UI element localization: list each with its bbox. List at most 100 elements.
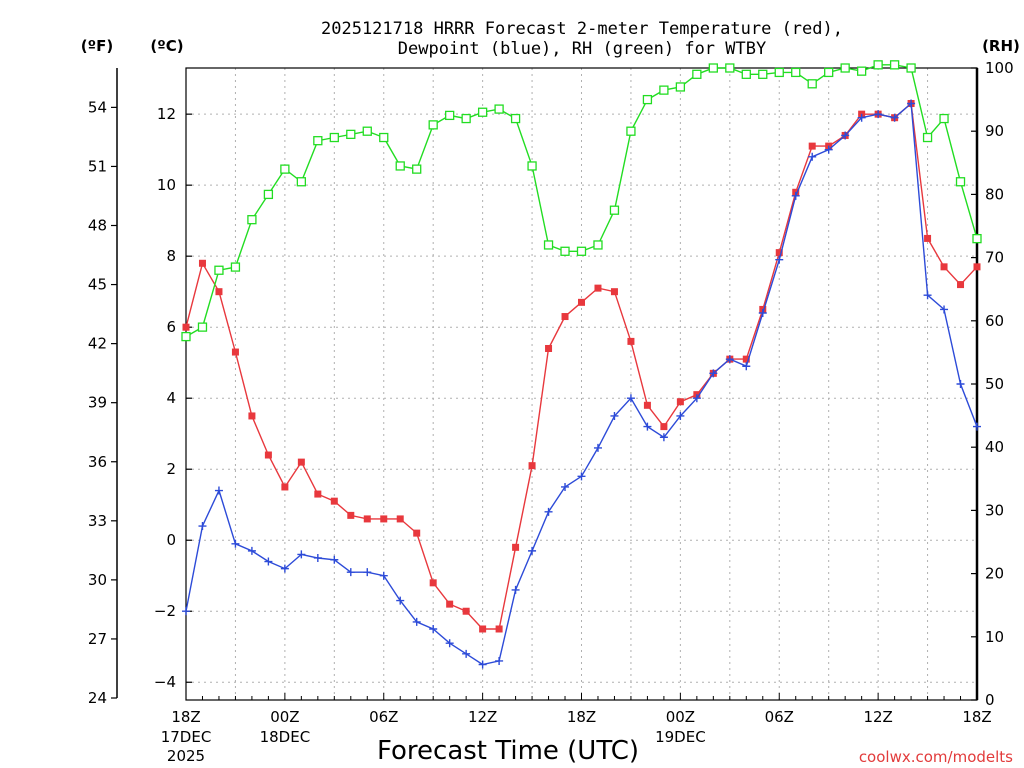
fahrenheit-tick-label: 24 (88, 689, 107, 707)
rh-tick-label: 30 (985, 501, 1004, 519)
fahrenheit-tick-label: 36 (88, 453, 107, 471)
dewpoint-point (412, 617, 421, 626)
temperature-point (281, 483, 289, 491)
dewpoint-point (841, 131, 850, 140)
x-tick-label: 12Z (863, 708, 892, 726)
temperature-point (495, 625, 503, 633)
rh-point (230, 262, 241, 272)
rh-point (197, 322, 208, 332)
dewpoint-point (824, 145, 833, 154)
temperature-point (973, 263, 981, 271)
dewpoint-point (445, 639, 454, 648)
fahrenheit-tick-label: 27 (88, 630, 107, 648)
temperature-point (363, 515, 371, 523)
dewpoint-point (247, 546, 256, 555)
rh-point (675, 82, 686, 92)
axes: 2427303336394245485154−4−202468101201020… (88, 59, 1014, 765)
celsius-tick-label: 10 (157, 176, 176, 194)
rh-point (774, 67, 784, 78)
rh-point (791, 67, 801, 78)
x-tick-label: 12Z (468, 708, 497, 726)
rh-point (972, 233, 982, 244)
dewpoint-point (330, 555, 339, 564)
dewpoint-point (758, 308, 767, 317)
temperature-point (413, 529, 421, 537)
dewpoint-point (198, 522, 207, 531)
dewpoint-point (659, 433, 668, 442)
rh-point (609, 205, 620, 215)
rh-point (725, 63, 735, 73)
dewpoint-point (264, 557, 273, 566)
rh-point (313, 136, 323, 146)
dewpoint-point (643, 422, 652, 431)
temperature-point (924, 234, 932, 242)
rh-point (379, 132, 389, 143)
celsius-tick-label: −2 (154, 602, 176, 620)
dewpoint-point (495, 656, 504, 665)
dewpoint-point (808, 152, 817, 161)
rh-point (889, 60, 900, 70)
temperature-point (248, 412, 256, 420)
x-axis-label: Forecast Time (UTC) (377, 736, 639, 766)
temperature-point (643, 401, 651, 409)
rh-point (856, 66, 867, 76)
dewpoint-point (725, 355, 734, 364)
celsius-tick-label: 6 (166, 318, 176, 336)
rh-point (494, 104, 504, 114)
dewpoint-point (923, 291, 932, 300)
dewpoint-point (692, 394, 701, 403)
rh-point (181, 331, 191, 342)
x-tick-date-label: 18DEC (260, 728, 311, 746)
rh-point (873, 60, 883, 70)
celsius-tick-label: −4 (154, 673, 176, 691)
rh-point (708, 63, 718, 73)
x-tick-label: 18Z (567, 708, 596, 726)
rh-point (840, 63, 850, 73)
dewpoint-point (593, 443, 602, 452)
dewpoint-point (742, 362, 751, 371)
temperature-point (610, 288, 618, 296)
rh-point (824, 67, 834, 78)
temperature-point (297, 458, 305, 466)
temperature-point (775, 249, 783, 257)
dewpoint-point (890, 113, 899, 122)
x-tick-label: 06Z (369, 708, 398, 726)
chart-title-line2: Dewpoint (blue), RH (green) for WTBY (398, 39, 766, 59)
temperature-point (446, 600, 454, 608)
fahrenheit-tick-label: 39 (88, 394, 107, 412)
dewpoint-point (973, 422, 981, 431)
rh-point (329, 132, 339, 143)
rh-point (362, 126, 372, 136)
fahrenheit-tick-label: 51 (88, 157, 107, 175)
celsius-tick-label: 8 (166, 247, 176, 265)
rh-tick-label: 50 (985, 375, 1004, 393)
temperature-point (396, 515, 404, 523)
rh-tick-label: 70 (985, 249, 1004, 267)
dewpoint-point (709, 369, 718, 378)
rh-point (939, 113, 949, 124)
rh-point (543, 240, 554, 250)
temperature-point (957, 281, 965, 289)
dewpoint-series-line (185, 102, 978, 666)
temperature-point (314, 490, 322, 498)
dewpoint-point (297, 550, 306, 559)
dewpoint-point (511, 585, 520, 594)
dewpoint-point (940, 305, 949, 314)
temperature-point (429, 579, 437, 587)
dewpoint-point (544, 507, 553, 516)
rh-point (214, 265, 224, 275)
dewpoint-point (791, 191, 800, 200)
temperature-point (347, 511, 355, 519)
dewpoint-point (462, 649, 471, 658)
plot-frame (185, 67, 978, 701)
x-tick-label: 00Z (666, 708, 695, 726)
grid-lines (186, 68, 977, 700)
dewpoint-point (956, 380, 965, 388)
celsius-unit-label: (ºC) (150, 37, 183, 55)
rh-tick-label: 100 (985, 59, 1014, 77)
x-tick-label: 18Z (171, 708, 200, 726)
fahrenheit-tick-label: 54 (88, 98, 107, 116)
dewpoint-point (561, 482, 570, 491)
temperature-point (594, 284, 602, 292)
rh-point (807, 79, 817, 89)
